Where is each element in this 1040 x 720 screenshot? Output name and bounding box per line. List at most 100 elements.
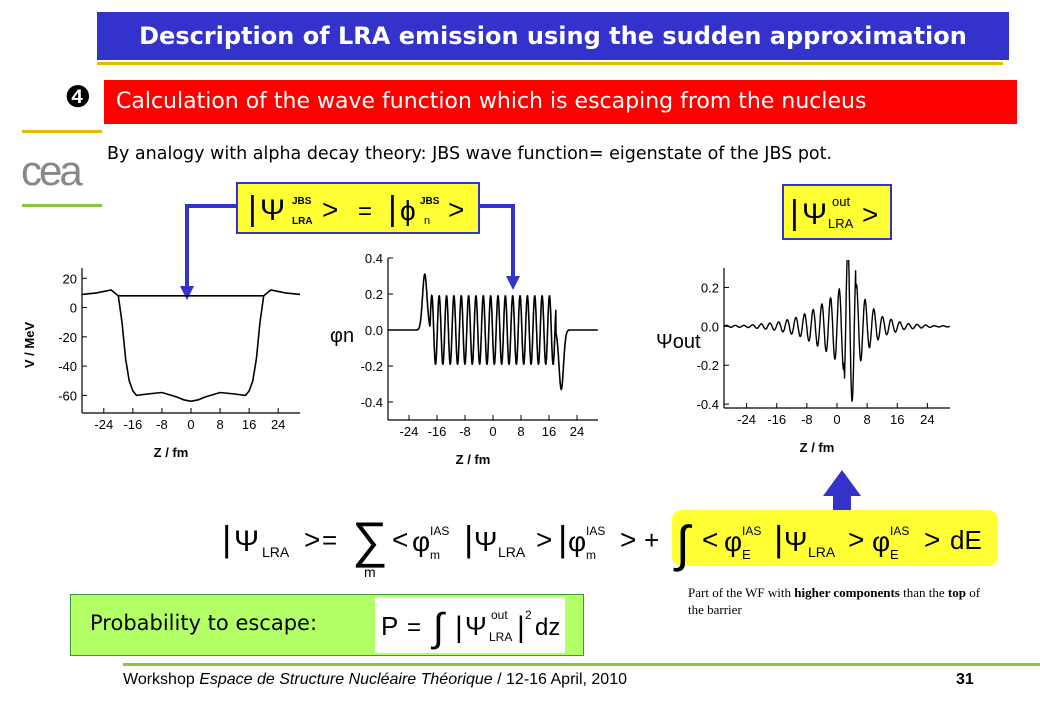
svg-text:=: = (322, 525, 337, 555)
probability-equation-bg (375, 597, 565, 653)
arrow-to-potential (185, 204, 236, 288)
y-tick-label: -0.2 (697, 358, 719, 373)
svg-text:m: m (586, 548, 596, 562)
svg-text:>: > (304, 524, 320, 555)
slide-title: Description of LRA emission using the su… (97, 12, 1009, 60)
title-rule (97, 62, 1003, 65)
svg-text:dz: dz (535, 614, 560, 641)
svg-text:>: > (536, 524, 552, 555)
svg-text:JBS: JBS (420, 196, 440, 207)
svg-text:∫: ∫ (673, 516, 693, 572)
x-tick-label: -24 (94, 417, 113, 432)
escaping-wave-chart: -24 -16 -8 0 8 16 24 0.2 0.0 -0.2 -0.4 Z / fm Ψout (656, 260, 950, 455)
svg-text:out: out (491, 608, 508, 622)
x-axis-label: Z / fm (154, 445, 189, 460)
svg-text:|: | (774, 518, 783, 559)
footer-text: Workshop Espace de Structure Nucléaire T… (123, 671, 627, 688)
y-tick-label: -0.4 (697, 397, 719, 412)
svg-text:Ψ: Ψ (474, 526, 497, 557)
x-axis-label: Z / fm (456, 452, 491, 467)
svg-text:>: > (322, 194, 338, 225)
x-axis-label: Z / fm (800, 440, 835, 455)
svg-text:>: > (848, 524, 864, 555)
svg-text:E: E (742, 547, 751, 562)
cea-logo-text: cea (21, 147, 83, 194)
y-axis-label: φn (330, 325, 354, 347)
arrow-head-potential (180, 286, 194, 300)
analogy-text: By analogy with alpha decay theory: JBS … (107, 144, 833, 164)
svg-text:∑: ∑ (352, 512, 388, 568)
x-tick-label: 24 (271, 417, 285, 432)
x-tick-label: 0 (187, 417, 194, 432)
potential-chart: -24 -16 -8 0 8 16 24 20 0 -20 -40 -60 Z / fm V / MeV (22, 268, 301, 460)
svg-text:|: | (464, 518, 473, 559)
x-tick-label: 16 (542, 424, 556, 439)
svg-text:φ: φ (872, 526, 890, 557)
probability-label: Probability to escape: (90, 611, 318, 635)
svg-text:=: = (407, 614, 421, 641)
svg-text:P: P (381, 611, 398, 641)
svg-text:n: n (424, 215, 430, 227)
series-line (81, 289, 301, 403)
svg-text:|: | (455, 611, 463, 644)
svg-text:|: | (222, 518, 231, 559)
svg-text:Ψ: Ψ (784, 526, 807, 557)
svg-text:<: < (392, 524, 408, 555)
arrow-up-head (823, 470, 861, 496)
series-line (388, 272, 598, 391)
svg-text:Ψ: Ψ (260, 194, 285, 227)
svg-text:LRA: LRA (498, 544, 526, 560)
footer-rule (123, 663, 1040, 666)
x-tick-label: 8 (517, 424, 524, 439)
y-tick-label: -0.4 (361, 395, 383, 410)
x-tick-label: -24 (737, 412, 756, 427)
svg-text:LRA: LRA (489, 630, 512, 644)
x-tick-label: 16 (890, 412, 904, 427)
svg-text:LRA: LRA (292, 216, 313, 227)
main-equation-highlight (672, 510, 998, 566)
svg-text:LRA: LRA (808, 544, 836, 560)
x-tick-label: -24 (400, 424, 419, 439)
probability-equation: P = ∫ | Ψ out LRA | 2 dz (381, 606, 560, 650)
arrow-head-eigenfunction (506, 276, 520, 290)
svg-text:φ: φ (568, 526, 586, 557)
svg-text:LRA: LRA (828, 216, 854, 231)
x-tick-label: 8 (216, 417, 223, 432)
y-tick-label: 0 (70, 301, 77, 316)
svg-text:JBS: JBS (292, 196, 312, 207)
svg-text:IAS: IAS (586, 524, 605, 538)
bullet-4-icon: ❹ (64, 80, 92, 115)
svg-text:>: > (862, 199, 878, 230)
arrow-to-eigenfunction (480, 204, 515, 278)
main-equation: | Ψ LRA > = ∑ m < φ IAS m | Ψ LRA > | φ … (222, 512, 982, 580)
out-equation: | Ψ out LRA > (790, 194, 878, 232)
svg-text:>: > (620, 524, 636, 555)
jbs-equation-box (236, 182, 480, 234)
svg-text:|: | (248, 190, 257, 228)
higher-components-note: Part of the WF with higher components th… (688, 585, 981, 617)
svg-text:IAS: IAS (742, 524, 761, 538)
x-tick-label: -16 (428, 424, 447, 439)
x-tick-label: -8 (459, 424, 471, 439)
svg-text:LRA: LRA (262, 544, 290, 560)
svg-text:Ψ: Ψ (465, 611, 487, 641)
svg-text:out: out (832, 194, 850, 209)
svg-text:Ψ: Ψ (802, 198, 827, 231)
slide-subtitle: Calculation of the wave function which i… (104, 80, 1017, 124)
svg-text:|: | (790, 194, 799, 232)
svg-text:=: = (358, 198, 372, 225)
svg-text:ϕ: ϕ (400, 195, 416, 226)
svg-text:Ψ: Ψ (234, 525, 259, 558)
eigenfunction-chart: -24 -16 -8 0 8 16 24 0.4 0.2 0.0 -0.2 -0.4 Z / fm φn (330, 251, 598, 467)
jbs-equation: | Ψ JBS LRA > = | ϕ JBS n > (248, 190, 464, 228)
svg-text:>: > (448, 194, 464, 225)
svg-text:φ: φ (724, 526, 742, 557)
svg-text:>: > (924, 524, 940, 555)
page-number: 31 (956, 671, 974, 688)
x-tick-label: -8 (801, 412, 813, 427)
svg-text:dE: dE (950, 525, 982, 555)
x-tick-label: 24 (570, 424, 584, 439)
svg-text:φ: φ (412, 526, 430, 557)
series-line (723, 260, 950, 403)
x-tick-label: 8 (864, 412, 871, 427)
